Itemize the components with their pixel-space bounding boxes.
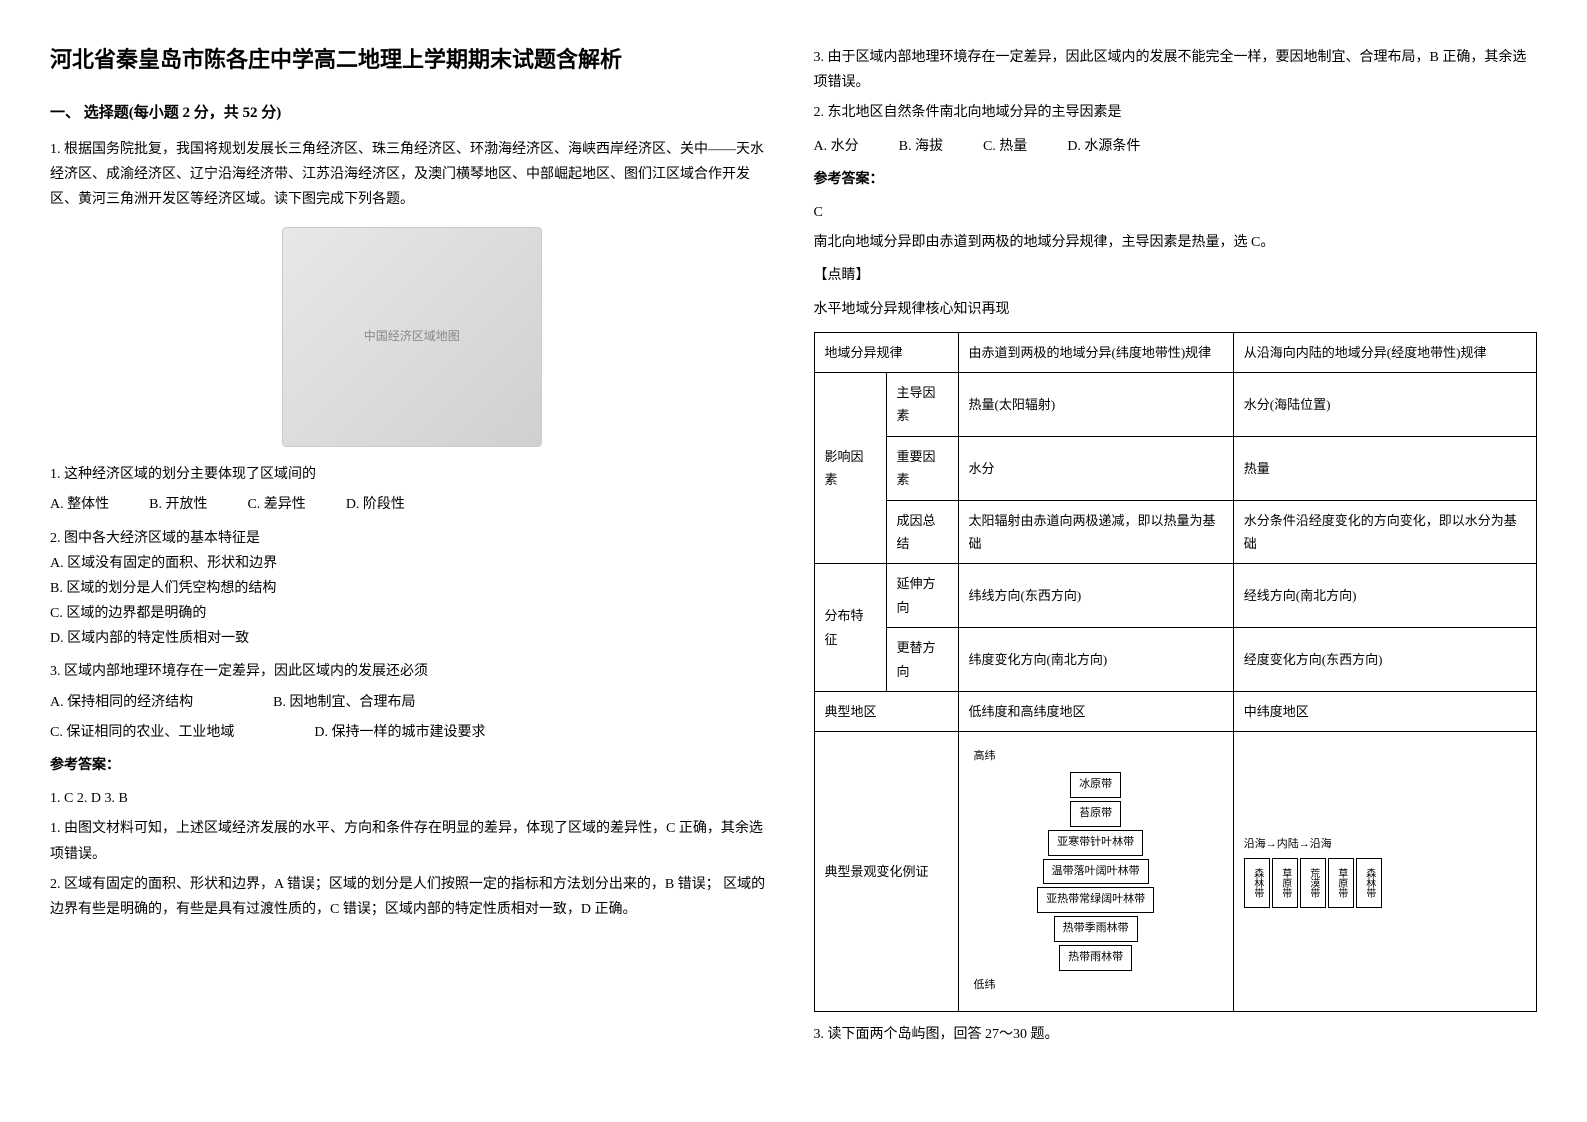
hint-label: 【点睛】 <box>814 263 1538 288</box>
vegetation-vertical: 高纬 冰原带 苔原带 亚寒带针叶林带 温带落叶阔叶林带 亚热带常绿阔叶林带 热带… <box>958 732 1233 1011</box>
hveg-zone: 荒漠带 <box>1300 858 1326 908</box>
r5-label: 更替方向 <box>886 628 958 692</box>
answer-label: 参考答案： <box>814 167 1538 192</box>
veg-zone: 热带季雨林带 <box>1054 916 1138 942</box>
option-b: B. 区域的划分是人们凭空构想的结构 <box>50 576 774 601</box>
r2-c2: 热量 <box>1233 436 1536 500</box>
table-header-2: 由赤道到两极的地域分异(纬度地带性)规律 <box>958 332 1233 372</box>
question-3: 3. 读下面两个岛屿图，回答 27～30 题。 <box>814 1022 1538 1047</box>
row-group-1: 影响因素 <box>814 373 886 564</box>
veg-zone: 亚热带常绿阔叶林带 <box>1037 887 1154 913</box>
option-a: A. 整体性 <box>50 492 109 517</box>
option-d: D. 区域内部的特定性质相对一致 <box>50 626 774 651</box>
q1-answers: 1. C 2. D 3. B <box>50 786 774 811</box>
veg-zone: 冰原带 <box>1070 772 1121 798</box>
option-a: A. 保持相同的经济结构 <box>50 690 193 715</box>
q1-sub1-options: A. 整体性 B. 开放性 C. 差异性 D. 阶段性 <box>50 492 774 517</box>
option-c: C. 差异性 <box>247 492 305 517</box>
row-group-2: 分布特征 <box>814 564 886 692</box>
q1-sub2: 2. 图中各大经济区域的基本特征是 A. 区域没有固定的面积、形状和边界 B. … <box>50 526 774 652</box>
r5-c2: 经度变化方向(东西方向) <box>1233 628 1536 692</box>
veg-zone: 热带雨林带 <box>1059 945 1132 971</box>
hveg-zone: 草原带 <box>1272 858 1298 908</box>
veg-high-label: 高纬 <box>974 747 996 767</box>
hveg-zone: 草原带 <box>1328 858 1354 908</box>
hveg-label: 沿海→内陆→沿海 <box>1244 835 1332 855</box>
r3-label: 成因总结 <box>886 500 958 564</box>
r3-c2: 水分条件沿经度变化的方向变化，即以水分为基础 <box>1233 500 1536 564</box>
r1-c2: 水分(海陆位置) <box>1233 373 1536 437</box>
hint-text: 水平地域分异规律核心知识再现 <box>814 297 1538 322</box>
q1-sub2-text: 2. 图中各大经济区域的基本特征是 <box>50 526 774 551</box>
option-b: B. 开放性 <box>149 492 207 517</box>
hveg-zone: 森林带 <box>1244 858 1270 908</box>
veg-zone: 苔原带 <box>1070 801 1121 827</box>
china-map-image: 中国经济区域地图 <box>282 227 542 447</box>
r6-c2: 中纬度地区 <box>1233 691 1536 731</box>
option-a: A. 区域没有固定的面积、形状和边界 <box>50 551 774 576</box>
q2-options: A. 水分 B. 海拔 C. 热量 D. 水源条件 <box>814 134 1538 159</box>
r1-c1: 热量(太阳辐射) <box>958 373 1233 437</box>
q1-sub3-row1: A. 保持相同的经济结构 B. 因地制宜、合理布局 <box>50 690 774 715</box>
q1-sub3: 3. 区域内部地理环境存在一定差异，因此区域内的发展还必须 A. 保持相同的经济… <box>50 659 774 745</box>
q1-sub1: 1. 这种经济区域的划分主要体现了区域间的 A. 整体性 B. 开放性 C. 差… <box>50 462 774 517</box>
r7-label: 典型景观变化例证 <box>814 732 958 1011</box>
table-header-1: 地域分异规律 <box>814 332 958 372</box>
q1-sub3-text: 3. 区域内部地理环境存在一定差异，因此区域内的发展还必须 <box>50 659 774 684</box>
q1-sub3-row2: C. 保证相同的农业、工业地域 D. 保持一样的城市建设要求 <box>50 720 774 745</box>
r5-c1: 纬度变化方向(南北方向) <box>958 628 1233 692</box>
page-title: 河北省秦皇岛市陈各庄中学高二地理上学期期末试题含解析 <box>50 40 774 80</box>
option-d: D. 保持一样的城市建设要求 <box>314 720 485 745</box>
r4-c2: 经线方向(南北方向) <box>1233 564 1536 628</box>
table-header-3: 从沿海向内陆的地域分异(经度地带性)规律 <box>1233 332 1536 372</box>
r4-label: 延伸方向 <box>886 564 958 628</box>
hveg-zone: 森林带 <box>1356 858 1382 908</box>
veg-low-label: 低纬 <box>974 976 996 996</box>
option-c: C. 保证相同的农业、工业地域 <box>50 720 234 745</box>
option-a: A. 水分 <box>814 134 859 159</box>
differentiation-table: 地域分异规律 由赤道到两极的地域分异(纬度地带性)规律 从沿海向内陆的地域分异(… <box>814 332 1538 1012</box>
question-1: 1. 根据国务院批复，我国将规划发展长三角经济区、珠三角经济区、环渤海经济区、海… <box>50 137 774 923</box>
veg-zone: 温带落叶阔叶林带 <box>1043 859 1149 885</box>
q1-sub1-text: 1. 这种经济区域的划分主要体现了区域间的 <box>50 462 774 487</box>
r6-c1: 低纬度和高纬度地区 <box>958 691 1233 731</box>
option-c: C. 热量 <box>983 134 1027 159</box>
q1-explain3: 3. 由于区域内部地理环境存在一定差异，因此区域内的发展不能完全一样，要因地制宜… <box>814 45 1538 95</box>
q1-intro: 1. 根据国务院批复，我国将规划发展长三角经济区、珠三角经济区、环渤海经济区、海… <box>50 137 774 213</box>
r2-c1: 水分 <box>958 436 1233 500</box>
q2-text: 2. 东北地区自然条件南北向地域分异的主导因素是 <box>814 100 1538 125</box>
option-b: B. 因地制宜、合理布局 <box>273 690 415 715</box>
r4-c1: 纬线方向(东西方向) <box>958 564 1233 628</box>
option-d: D. 水源条件 <box>1067 134 1140 159</box>
r1-label: 主导因素 <box>886 373 958 437</box>
option-c: C. 区域的边界都是明确的 <box>50 601 774 626</box>
option-b: B. 海拔 <box>899 134 943 159</box>
section-header: 一、 选择题(每小题 2 分，共 52 分) <box>50 100 774 127</box>
q1-explain2: 2. 区域有固定的面积、形状和边界，A 错误；区域的划分是人们按照一定的指标和方… <box>50 872 774 922</box>
r3-c1: 太阳辐射由赤道向两极递减，即以热量为基础 <box>958 500 1233 564</box>
q2-answer: C <box>814 200 1538 225</box>
right-column: 3. 由于区域内部地理环境存在一定差异，因此区域内的发展不能完全一样，要因地制宜… <box>814 40 1538 1057</box>
left-column: 河北省秦皇岛市陈各庄中学高二地理上学期期末试题含解析 一、 选择题(每小题 2 … <box>50 40 774 1057</box>
question-2: 2. 东北地区自然条件南北向地域分异的主导因素是 A. 水分 B. 海拔 C. … <box>814 100 1538 321</box>
veg-zone: 亚寒带针叶林带 <box>1048 830 1143 856</box>
answer-label: 参考答案： <box>50 753 774 778</box>
option-d: D. 阶段性 <box>346 492 405 517</box>
q1-explain1: 1. 由图文材料可知，上述区域经济发展的水平、方向和条件存在明显的差异，体现了区… <box>50 816 774 866</box>
r2-label: 重要因素 <box>886 436 958 500</box>
r6-label: 典型地区 <box>814 691 958 731</box>
vegetation-horizontal: 沿海→内陆→沿海 森林带 草原带 荒漠带 草原带 森林带 <box>1233 732 1536 1011</box>
q3-text: 3. 读下面两个岛屿图，回答 27～30 题。 <box>814 1022 1538 1047</box>
q2-explain: 南北向地域分异即由赤道到两极的地域分异规律，主导因素是热量，选 C。 <box>814 230 1538 255</box>
